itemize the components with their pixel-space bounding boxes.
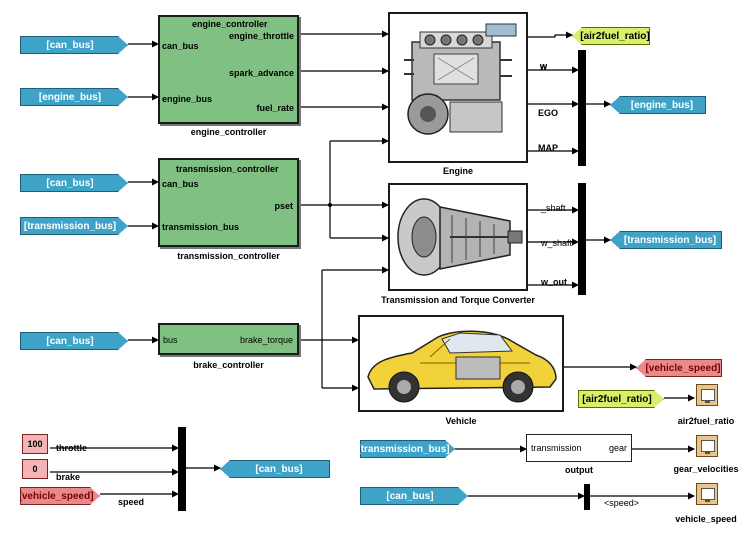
output-output-port-gear: gear bbox=[608, 443, 627, 453]
engine-output-map-label: MAP bbox=[538, 143, 558, 153]
input-port-can-bus: can_bus bbox=[162, 41, 199, 51]
engine-image bbox=[404, 23, 517, 135]
engine-output-w: w bbox=[540, 61, 548, 71]
input-port-transmission-bus: transmission_bus bbox=[162, 222, 240, 232]
can-bus-creator-bar[interactable] bbox=[178, 427, 186, 511]
output-port-brake-torque: brake_torque bbox=[239, 335, 293, 345]
engine-output-w-label: w bbox=[540, 62, 548, 72]
air2fuel-ratio-scope-label: air2fuel_ratio bbox=[677, 416, 735, 426]
brake-controller-block[interactable]: bus brake_torque bbox=[158, 323, 299, 355]
brake-controller-caption: brake_controller bbox=[193, 360, 264, 370]
output-caption: output bbox=[565, 465, 593, 475]
transmission-bus-creator-bar[interactable] bbox=[578, 183, 586, 295]
output-port-spark-advance: spark_advance bbox=[228, 68, 294, 78]
throttle-constant[interactable]: 100 bbox=[22, 434, 48, 454]
transmission-controller-title: transmission_controller bbox=[176, 164, 279, 174]
air2fuel-ratio-scope[interactable] bbox=[696, 384, 718, 406]
speed-signal-label: speed bbox=[118, 497, 145, 507]
engine-controller-caption: engine_controller bbox=[190, 127, 267, 137]
car-image bbox=[367, 330, 557, 403]
engine-caption: Engine bbox=[442, 166, 473, 176]
speed-selector-label: <speed> bbox=[604, 498, 640, 508]
can-bus-from-tag[interactable]: [can_bus] bbox=[20, 332, 128, 350]
transmission-controller-block[interactable]: transmission_controller can_bus transmis… bbox=[158, 158, 299, 247]
air2fuel-ratio-goto-tag[interactable]: [air2fuel_ratio] bbox=[572, 27, 650, 45]
gear-velocities-scope-label: gear_velocities bbox=[673, 464, 739, 474]
input-port-can-bus: can_bus bbox=[162, 179, 199, 189]
vehicle-speed-goto-tag[interactable]: [vehicle_speed] bbox=[636, 359, 722, 377]
input-port-bus: bus bbox=[163, 335, 178, 345]
transmission-bus-goto-tag[interactable]: [transmission_bus] bbox=[610, 231, 722, 249]
output-port-pset: pset bbox=[274, 201, 293, 211]
vehicle-speed-scope-label: vehicle_speed bbox=[675, 514, 737, 524]
transmission-image bbox=[397, 198, 523, 276]
output-subsystem-block[interactable]: transmission gear bbox=[526, 434, 632, 462]
vehicle-speed-scope[interactable] bbox=[696, 483, 718, 505]
transmission-output-w-shaft-label: w_shaft bbox=[541, 238, 573, 248]
input-port-engine-bus: engine_bus bbox=[162, 94, 213, 104]
engine-bus-creator-bar[interactable] bbox=[578, 50, 586, 166]
gear-velocities-scope[interactable] bbox=[696, 435, 718, 457]
engine-controller-title: engine_controller bbox=[192, 19, 268, 29]
can-bus-from-tag[interactable]: [can_bus] bbox=[20, 36, 128, 54]
vehicle-block[interactable] bbox=[358, 315, 564, 412]
transmission-output-w-out-label: w_out bbox=[541, 277, 567, 287]
output-input-port-transmission: transmission bbox=[531, 443, 582, 453]
engine-output-ego-label: EGO bbox=[538, 108, 559, 118]
can-bus-from-tag[interactable]: [can_bus] bbox=[360, 487, 468, 505]
transmission-output-shaft-label: _shaft bbox=[541, 203, 566, 213]
transmission-block[interactable] bbox=[388, 183, 528, 291]
speed-bus-selector-bar[interactable] bbox=[584, 484, 590, 510]
air2fuel-ratio-from-tag[interactable]: [air2fuel_ratio] bbox=[578, 390, 664, 408]
throttle-signal-label: throttle bbox=[56, 443, 87, 453]
engine-controller-block[interactable]: engine_controller can_bus engine_bus eng… bbox=[158, 15, 299, 124]
vehicle-caption: Vehicle bbox=[445, 416, 477, 426]
engine-bus-goto-tag[interactable]: [engine_bus] bbox=[610, 96, 706, 114]
transmission-caption: Transmission and Torque Converter bbox=[381, 295, 535, 305]
brake-signal-label: brake bbox=[56, 472, 81, 482]
vehicle-speed-from-tag[interactable]: [vehicle_speed] bbox=[20, 487, 100, 505]
brake-constant[interactable]: 0 bbox=[22, 459, 48, 479]
can-bus-from-tag[interactable]: [can_bus] bbox=[20, 174, 128, 192]
can-bus-goto-tag[interactable]: [can_bus] bbox=[220, 460, 330, 478]
output-port-fuel-rate: fuel_rate bbox=[256, 103, 294, 113]
transmission-bus-from-tag[interactable]: [transmission_bus] bbox=[20, 217, 128, 235]
engine-bus-from-tag[interactable]: [engine_bus] bbox=[20, 88, 128, 106]
output-port-engine-throttle: engine_throttle bbox=[228, 31, 294, 41]
transmission-bus-from-tag[interactable]: [transmission_bus] bbox=[360, 440, 455, 458]
engine-block[interactable]: w bbox=[388, 12, 547, 163]
transmission-controller-caption: transmission_controller bbox=[177, 251, 280, 261]
